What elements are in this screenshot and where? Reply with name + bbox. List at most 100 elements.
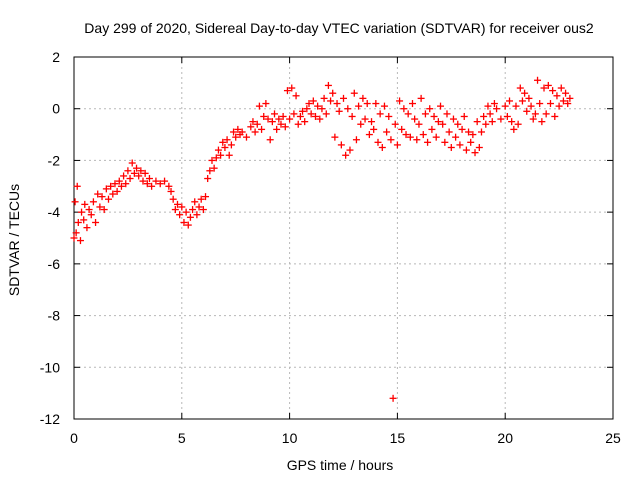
data-point: [525, 94, 533, 102]
data-point: [320, 94, 328, 102]
data-point: [506, 97, 514, 105]
data-point: [139, 177, 147, 185]
data-point: [449, 115, 457, 123]
data-point: [359, 94, 367, 102]
data-point: [85, 206, 93, 214]
data-point: [406, 133, 414, 141]
data-point: [167, 187, 175, 195]
data-point: [521, 89, 529, 97]
data-point: [271, 110, 279, 118]
data-point: [514, 120, 522, 128]
data-point: [562, 89, 570, 97]
data-point: [434, 118, 442, 126]
data-point: [411, 115, 419, 123]
data-point: [141, 169, 149, 177]
data-point: [189, 206, 197, 214]
data-point: [348, 112, 356, 120]
data-point: [217, 151, 225, 159]
data-point: [363, 100, 371, 108]
data-point: [408, 100, 416, 108]
y-tick-label: -6: [48, 256, 61, 272]
y-tick-label: 2: [52, 49, 60, 65]
data-point: [253, 120, 261, 128]
data-point: [249, 118, 257, 126]
data-point: [130, 169, 138, 177]
data-point: [396, 97, 404, 105]
plot-frame: [73, 56, 614, 420]
data-point: [303, 105, 311, 113]
data-point: [538, 118, 546, 126]
x-tick-label: 10: [282, 430, 298, 446]
data-point: [329, 89, 337, 97]
data-point: [264, 115, 272, 123]
data-point: [426, 105, 434, 113]
data-point: [70, 234, 78, 242]
data-point: [223, 136, 231, 144]
data-point: [380, 102, 388, 110]
data-point: [117, 182, 125, 190]
data-point: [477, 128, 485, 136]
data-point: [316, 115, 324, 123]
data-point: [534, 76, 542, 84]
data-point: [322, 110, 330, 118]
data-point: [102, 185, 110, 193]
y-tick-label: -4: [48, 204, 61, 220]
y-tick-label: 0: [52, 101, 60, 117]
data-point: [72, 229, 80, 237]
data-point: [486, 110, 494, 118]
data-point: [441, 138, 449, 146]
data-point: [210, 164, 218, 172]
data-point: [120, 172, 128, 180]
data-point: [221, 144, 229, 151]
data-point: [290, 110, 298, 118]
data-point: [402, 131, 410, 139]
data-point: [557, 84, 565, 92]
data-point: [465, 128, 473, 136]
data-point: [564, 100, 572, 108]
data-point: [372, 100, 380, 108]
x-axis-label: GPS time / hours: [287, 457, 394, 473]
data-point: [428, 125, 436, 133]
grid-layer: [74, 57, 613, 419]
data-point: [467, 138, 475, 146]
data-point: [225, 151, 233, 159]
data-point: [80, 216, 88, 224]
data-point: [109, 190, 117, 198]
data-point: [553, 92, 561, 100]
data-point: [404, 110, 412, 118]
x-tick-label: 20: [497, 430, 513, 446]
data-point: [212, 154, 220, 162]
data-point: [398, 125, 406, 133]
data-point: [294, 120, 302, 128]
data-point: [544, 81, 552, 89]
data-point: [497, 115, 505, 123]
data-point: [156, 180, 164, 188]
data-point: [266, 136, 274, 144]
data-point: [417, 94, 425, 102]
data-point: [365, 131, 373, 139]
data-point: [512, 102, 520, 110]
data-point: [206, 167, 214, 175]
x-tick-label: 15: [390, 430, 406, 446]
data-point: [260, 112, 268, 120]
data-point: [523, 107, 531, 115]
data-point: [242, 133, 250, 141]
data-point: [107, 182, 115, 190]
data-point: [501, 102, 509, 110]
data-point: [197, 195, 205, 203]
data-point: [234, 125, 242, 133]
y-tick-label: -10: [40, 359, 60, 375]
data-point: [400, 105, 408, 113]
data-point: [126, 175, 134, 183]
data-point: [258, 125, 266, 133]
data-point: [247, 123, 255, 131]
data-point: [430, 112, 438, 120]
data-point: [529, 115, 537, 123]
chart-title: Day 299 of 2020, Sidereal Day-to-day VTE…: [84, 20, 594, 36]
data-point: [518, 97, 526, 105]
data-point: [342, 151, 350, 159]
data-point: [393, 141, 401, 149]
data-point: [445, 128, 453, 136]
data-point: [454, 120, 462, 128]
